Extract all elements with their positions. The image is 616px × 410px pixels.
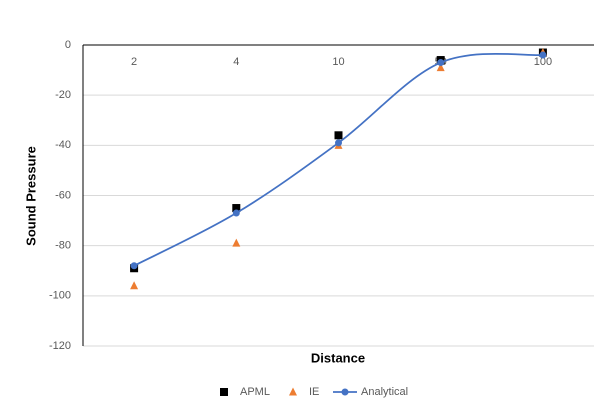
y-tick-label: -80 — [55, 240, 71, 252]
x-tick-label: 4 — [233, 56, 239, 68]
marker — [436, 63, 445, 72]
legend-label: APML — [240, 386, 270, 398]
marker — [130, 262, 138, 270]
marker — [232, 238, 241, 247]
x-tick-label: 2 — [131, 56, 137, 68]
y-tick-label: -100 — [49, 290, 71, 302]
y-tick-label: -60 — [55, 189, 71, 201]
legend-label: Analytical — [361, 386, 408, 398]
legend-marker — [341, 388, 349, 396]
x-axis-title: Distance — [311, 350, 365, 365]
y-tick-label: -20 — [55, 89, 71, 101]
y-tick-label: 0 — [65, 39, 71, 51]
y-axis-title: Sound Pressure — [23, 146, 38, 246]
marker — [437, 59, 445, 67]
marker — [335, 139, 342, 147]
marker — [232, 204, 241, 213]
marker — [539, 51, 547, 59]
marker — [130, 281, 139, 290]
x-tick-label: 100 — [534, 56, 552, 68]
marker — [232, 209, 240, 217]
legend-marker — [289, 387, 297, 396]
x-tick-label: 10 — [332, 56, 344, 68]
marker — [334, 131, 343, 140]
y-tick-label: -120 — [49, 340, 71, 352]
legend-label: IE — [309, 386, 319, 398]
series-line — [133, 52, 543, 267]
legend-marker — [220, 388, 228, 396]
y-tick-label: -40 — [55, 139, 71, 151]
